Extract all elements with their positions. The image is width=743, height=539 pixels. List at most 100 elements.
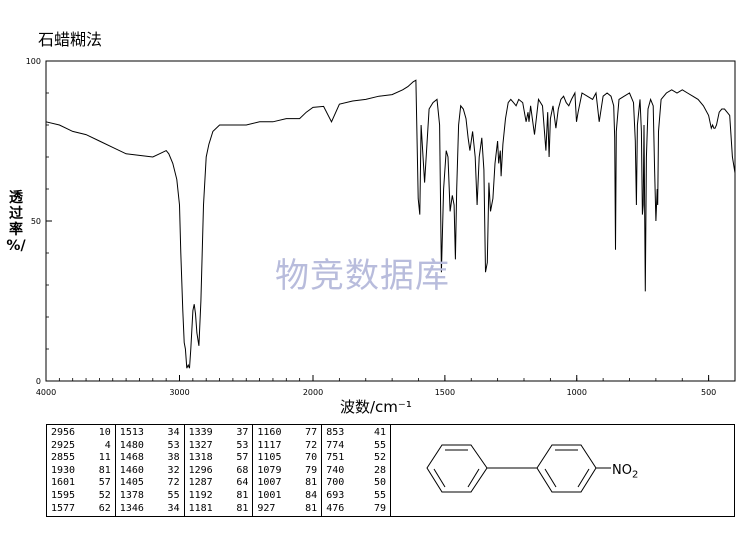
peak-wavenumber: 1117 — [257, 439, 282, 451]
peak-table-row: 2855 11 — [51, 452, 111, 465]
peak-table-row: 1105 70 — [257, 452, 317, 465]
peak-table-column: 2956 10 2925 4 2855 11 1930 81 1601 57 1595 52 1577 6… — [47, 425, 116, 516]
phenyl-ring-left — [426, 444, 488, 493]
peak-wavenumber: 1007 — [257, 477, 282, 489]
peak-transmittance: 70 — [305, 452, 318, 464]
nitrobiphenyl-structure — [426, 444, 611, 493]
peak-table-row: 700 50 — [326, 477, 386, 490]
y-axis-label-char: 透 — [9, 190, 23, 206]
peak-wavenumber: 1318 — [188, 452, 213, 464]
peak-table-row: 1160 77 — [257, 427, 317, 440]
peak-transmittance: 68 — [236, 464, 249, 476]
peak-wavenumber: 693 — [326, 489, 345, 501]
peak-table-row: 927 81 — [257, 503, 317, 516]
peak-table-row: 2925 4 — [51, 440, 111, 453]
peak-table-row: 1079 79 — [257, 465, 317, 478]
peak-transmittance: 81 — [236, 489, 249, 501]
peak-table-row: 1513 34 — [120, 427, 180, 440]
peak-wavenumber: 2956 — [51, 427, 76, 438]
peak-transmittance: 64 — [236, 477, 249, 489]
peak-transmittance: 79 — [373, 502, 386, 514]
peak-table-row: 1296 68 — [189, 465, 249, 478]
peak-transmittance: 77 — [305, 427, 318, 438]
peak-table-row: 1378 55 — [120, 490, 180, 503]
structure-panel — [391, 424, 735, 517]
peak-transmittance: 55 — [167, 489, 180, 501]
peak-transmittance: 57 — [236, 452, 249, 464]
phenyl-ring-right — [536, 444, 597, 493]
peak-table-row: 476 79 — [326, 503, 386, 516]
peak-table-row: 693 55 — [326, 490, 386, 503]
peak-table-column: 1513 34 1480 53 1468 38 1460 32 1405 72 1378 55 1346… — [116, 425, 185, 516]
peak-transmittance: 32 — [167, 464, 180, 476]
ir-spectrum-chart: 4000 3000 2000 1500 1000 500 0 50 100 — [26, 57, 736, 397]
peak-transmittance: 57 — [98, 477, 111, 489]
peak-table-row: 1346 34 — [120, 503, 180, 516]
peak-wavenumber: 751 — [326, 452, 345, 464]
peak-transmittance: 79 — [305, 464, 318, 476]
peak-wavenumber: 1192 — [188, 489, 213, 501]
peak-wavenumber: 2925 — [51, 439, 76, 451]
peak-wavenumber: 1105 — [257, 452, 282, 464]
peak-wavenumber: 476 — [326, 502, 345, 514]
peak-transmittance: 41 — [373, 427, 386, 438]
peak-table-row: 853 41 — [326, 427, 386, 440]
y-tick-label: 0 — [36, 377, 41, 386]
watermark: 物竞数据库 — [275, 256, 450, 296]
peak-transmittance: 53 — [167, 439, 180, 451]
x-tick-label: 2000 — [303, 388, 323, 397]
peak-wavenumber: 1181 — [188, 502, 213, 514]
peak-transmittance: 81 — [98, 464, 111, 476]
peak-wavenumber: 740 — [326, 464, 345, 476]
peak-wavenumber: 1001 — [257, 489, 282, 501]
peak-wavenumber: 927 — [257, 502, 276, 514]
peak-table-row: 1339 37 — [189, 427, 249, 440]
peak-transmittance: 34 — [167, 502, 180, 514]
peak-table-row: 1405 72 — [120, 477, 180, 490]
nitro-group-label: NO2 — [612, 463, 639, 481]
peak-wavenumber: 1327 — [188, 439, 213, 451]
peak-table-row: 740 28 — [326, 465, 386, 478]
peak-transmittance: 38 — [167, 452, 180, 464]
peak-transmittance: 81 — [305, 477, 318, 489]
peak-wavenumber: 2855 — [51, 452, 76, 464]
peak-table-row: 1181 81 — [189, 503, 249, 516]
peak-wavenumber: 853 — [326, 427, 345, 438]
peak-table-row: 1480 53 — [120, 440, 180, 453]
peak-transmittance: 50 — [373, 477, 386, 489]
peak-table-column: 1339 37 1327 53 1318 57 1296 68 1287 64 1192 81 1181… — [185, 425, 254, 516]
peak-table-row: 1468 38 — [120, 452, 180, 465]
peak-wavenumber: 1346 — [119, 502, 144, 514]
peak-transmittance: 10 — [98, 427, 111, 438]
peak-transmittance: 81 — [236, 502, 249, 514]
peak-wavenumber: 1160 — [257, 427, 282, 438]
peak-table-row: 1192 81 — [189, 490, 249, 503]
peak-transmittance: 55 — [373, 489, 386, 501]
x-tick-label: 1000 — [567, 388, 587, 397]
y-tick-label: 100 — [26, 57, 41, 66]
peak-table-row: 1001 84 — [257, 490, 317, 503]
peak-table-row: 1460 32 — [120, 465, 180, 478]
peak-transmittance: 72 — [305, 439, 318, 451]
peak-table-row: 1318 57 — [189, 452, 249, 465]
peak-wavenumber: 1460 — [119, 464, 144, 476]
peak-table-row: 1930 81 — [51, 465, 111, 478]
peak-table-row: 1577 62 — [51, 503, 111, 516]
peak-transmittance: 84 — [305, 489, 318, 501]
peak-wavenumber: 1480 — [119, 439, 144, 451]
peak-wavenumber: 774 — [326, 439, 345, 451]
peak-wavenumber: 1287 — [188, 477, 213, 489]
peak-transmittance: 34 — [167, 427, 180, 438]
peak-transmittance: 53 — [236, 439, 249, 451]
y-axis-label: 透 过 率 %/ — [6, 190, 26, 254]
y-axis-label-char: 过 — [9, 206, 23, 222]
peak-wavenumber: 1468 — [119, 452, 144, 464]
peak-transmittance: 72 — [167, 477, 180, 489]
peak-transmittance: 52 — [98, 489, 111, 501]
peak-table-column: 853 41 774 55 751 52 740 28 700 50 693 55 476 79 — [322, 425, 390, 516]
peak-table-row: 1327 53 — [189, 440, 249, 453]
peak-table-row: 1117 72 — [257, 440, 317, 453]
peak-wavenumber: 1079 — [257, 464, 282, 476]
peak-wavenumber: 1405 — [119, 477, 144, 489]
y-tick-label: 50 — [31, 217, 41, 226]
